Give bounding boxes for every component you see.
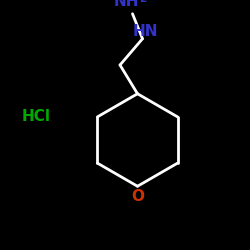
Text: HCl: HCl bbox=[22, 109, 51, 124]
Text: 2: 2 bbox=[139, 0, 146, 4]
Text: NH: NH bbox=[114, 0, 139, 9]
Text: O: O bbox=[131, 189, 144, 204]
Text: HN: HN bbox=[132, 24, 158, 39]
